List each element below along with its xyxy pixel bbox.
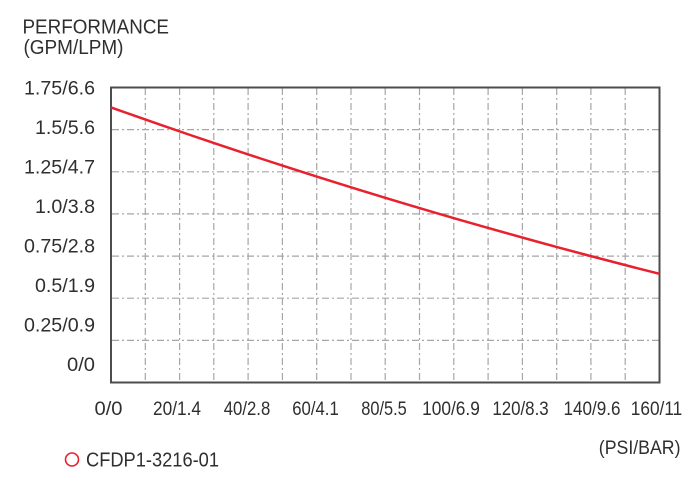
svg-text:1.0/3.8: 1.0/3.8 — [35, 196, 95, 218]
svg-text:0.75/2.8: 0.75/2.8 — [24, 235, 95, 257]
svg-text:60/4.1: 60/4.1 — [292, 398, 339, 420]
svg-text:20/1.4: 20/1.4 — [153, 398, 201, 420]
svg-text:80/5.5: 80/5.5 — [361, 398, 407, 420]
svg-text:1.5/5.6: 1.5/5.6 — [35, 117, 95, 139]
svg-text:40/2.8: 40/2.8 — [224, 398, 271, 420]
svg-text:0.5/1.9: 0.5/1.9 — [35, 275, 95, 297]
svg-text:100/6.9: 100/6.9 — [422, 398, 480, 420]
svg-text:0/0: 0/0 — [67, 354, 95, 376]
svg-text:(GPM/LPM): (GPM/LPM) — [24, 37, 124, 59]
svg-text:120/8.3: 120/8.3 — [492, 398, 548, 420]
svg-text:0/0: 0/0 — [95, 398, 123, 420]
svg-text:CFDP1-3216-01: CFDP1-3216-01 — [86, 450, 219, 472]
svg-text:1.25/4.7: 1.25/4.7 — [24, 156, 95, 178]
svg-text:0.25/0.9: 0.25/0.9 — [24, 314, 95, 336]
svg-text:(PSI/BAR): (PSI/BAR) — [599, 437, 681, 459]
svg-text:160/11: 160/11 — [631, 398, 683, 420]
svg-text:140/9.6: 140/9.6 — [564, 398, 621, 420]
svg-text:1.75/6.6: 1.75/6.6 — [24, 77, 95, 99]
svg-text:PERFORMANCE: PERFORMANCE — [23, 17, 170, 39]
